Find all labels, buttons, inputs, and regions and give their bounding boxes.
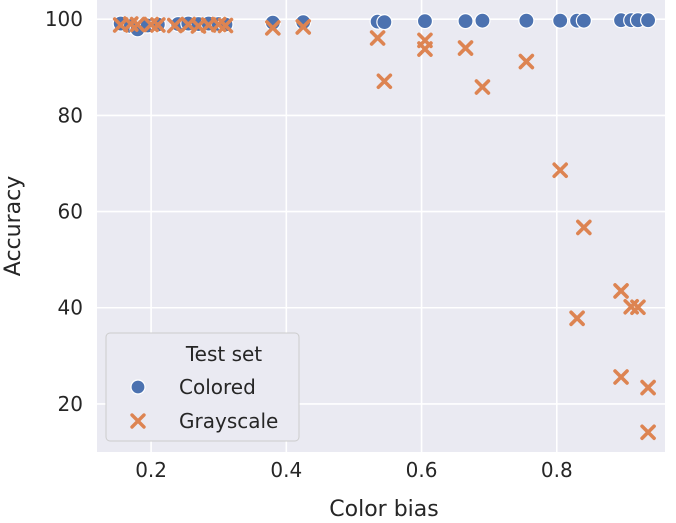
grayscale-point: [150, 17, 166, 33]
legend-title: Test set: [185, 342, 262, 366]
y-tick-label: 100: [45, 7, 83, 31]
legend-label-colored: Colored: [179, 375, 256, 399]
grayscale-point: [474, 79, 491, 95]
y-tick-label: 20: [58, 392, 83, 416]
grayscale-point: [295, 19, 312, 35]
x-axis-label: Color bias: [329, 497, 438, 522]
legend-marker-grayscale: [130, 413, 146, 429]
grayscale-point: [576, 219, 592, 236]
grayscale-point: [217, 17, 234, 34]
x-tick-label: 0.4: [270, 458, 302, 482]
y-axis-label: Accuracy: [1, 176, 26, 276]
y-tick-label: 40: [58, 296, 83, 320]
grayscale-point: [518, 53, 535, 70]
colored-point: [474, 12, 491, 29]
grayscale-point: [457, 40, 474, 56]
grayscale-point: [265, 20, 281, 36]
grayscale-point: [369, 30, 386, 46]
colored-point: [552, 12, 569, 29]
grayscale-point: [630, 299, 646, 316]
grayscale-series: [112, 16, 656, 441]
grayscale-point: [417, 41, 433, 57]
colored-point: [376, 14, 393, 31]
colored-point: [295, 14, 312, 31]
grayscale-point: [613, 369, 629, 385]
grayscale-point: [613, 283, 629, 299]
legend-box: [105, 332, 300, 442]
grayscale-point: [166, 17, 183, 34]
legend: Test set Colored Grayscale: [105, 332, 300, 442]
grayscale-point: [640, 379, 656, 396]
colored-point: [639, 12, 657, 29]
grayscale-point: [129, 16, 146, 33]
x-tick-label: 0.6: [406, 458, 438, 482]
colored-point: [457, 13, 474, 30]
x-axis-ticks: 0.2 0.4 0.6 0.8: [135, 458, 573, 482]
legend-marker-colored: [130, 379, 146, 395]
x-tick-label: 0.2: [135, 458, 167, 482]
colored-point: [416, 13, 434, 30]
y-tick-label: 60: [58, 200, 83, 224]
colored-point: [518, 12, 535, 29]
grayscale-point: [569, 310, 585, 327]
grayscale-point: [640, 424, 656, 441]
y-axis-ticks: 20 40 60 80 100: [45, 7, 83, 416]
y-tick-label: 80: [58, 103, 83, 127]
grayscale-point: [552, 162, 568, 179]
x-tick-label: 0.8: [541, 458, 573, 482]
grayscale-point: [376, 73, 393, 90]
colored-point: [575, 12, 592, 29]
legend-label-grayscale: Grayscale: [179, 409, 278, 433]
